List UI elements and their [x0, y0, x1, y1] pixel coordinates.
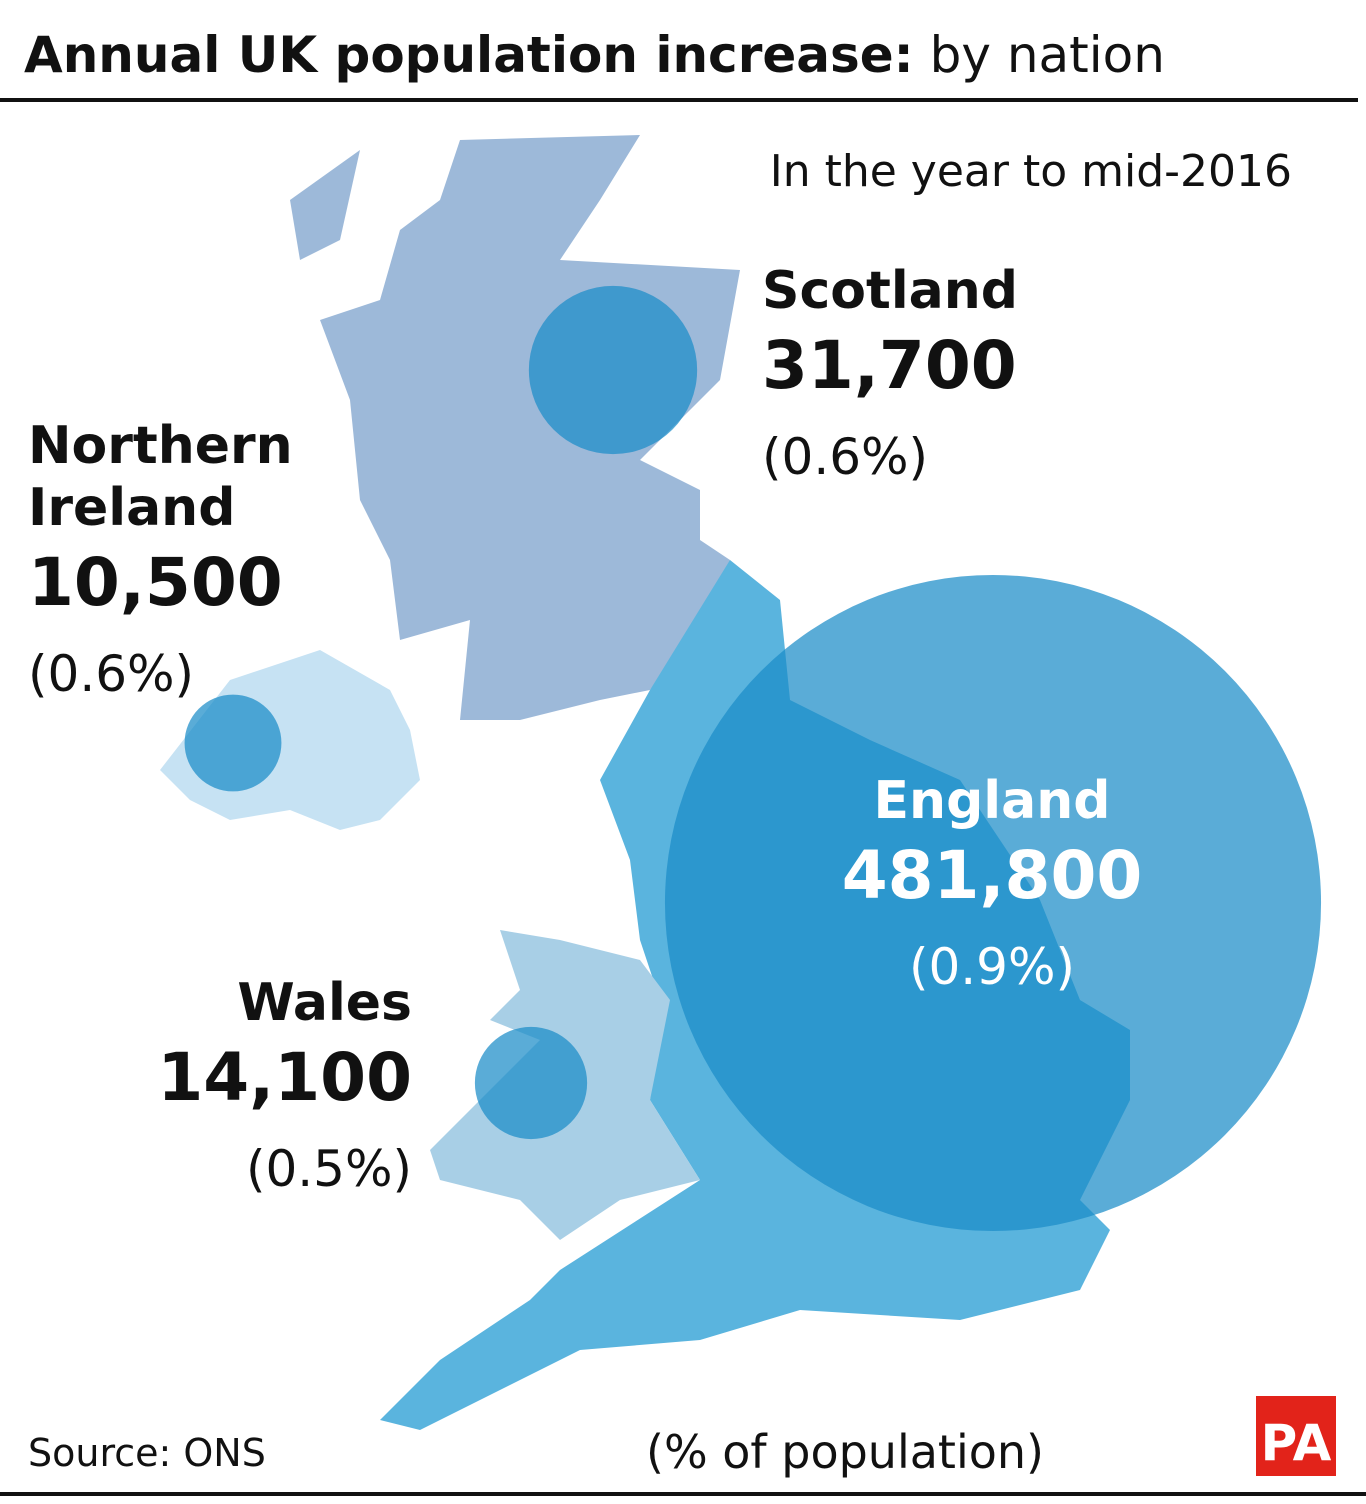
nation-name: Northern Ireland	[28, 416, 293, 538]
nation-value: 31,700	[762, 327, 1017, 404]
subtitle: In the year to mid-2016	[770, 146, 1292, 197]
title: Annual UK population increase: by nation	[24, 26, 1165, 84]
bubbles	[184, 285, 1322, 1232]
title-regular: by nation	[930, 26, 1165, 84]
nation-value: 14,100	[157, 1039, 412, 1116]
title-bold: Annual UK population increase:	[24, 26, 914, 84]
nation-value: 481,800	[842, 837, 1143, 914]
scotland-islands	[290, 150, 360, 260]
nation-name: England	[874, 771, 1111, 831]
bubble	[528, 285, 698, 455]
logo: PA	[1261, 1414, 1332, 1472]
note: (% of population)	[646, 1425, 1044, 1479]
nation-value: 10,500	[28, 544, 283, 621]
nation-share: (0.6%)	[762, 428, 928, 486]
nation-share: (0.5%)	[246, 1140, 412, 1198]
bubble	[664, 574, 1322, 1232]
nation-name: Wales	[237, 973, 412, 1033]
scotland-shape	[320, 135, 740, 720]
nation-name: Scotland	[762, 261, 1018, 321]
nation-share: (0.9%)	[909, 938, 1075, 996]
source: Source: ONS	[28, 1431, 266, 1475]
bubble	[184, 694, 282, 792]
bubble	[474, 1026, 588, 1140]
logo-box	[1256, 1396, 1336, 1476]
nation-share: (0.6%)	[28, 645, 194, 703]
